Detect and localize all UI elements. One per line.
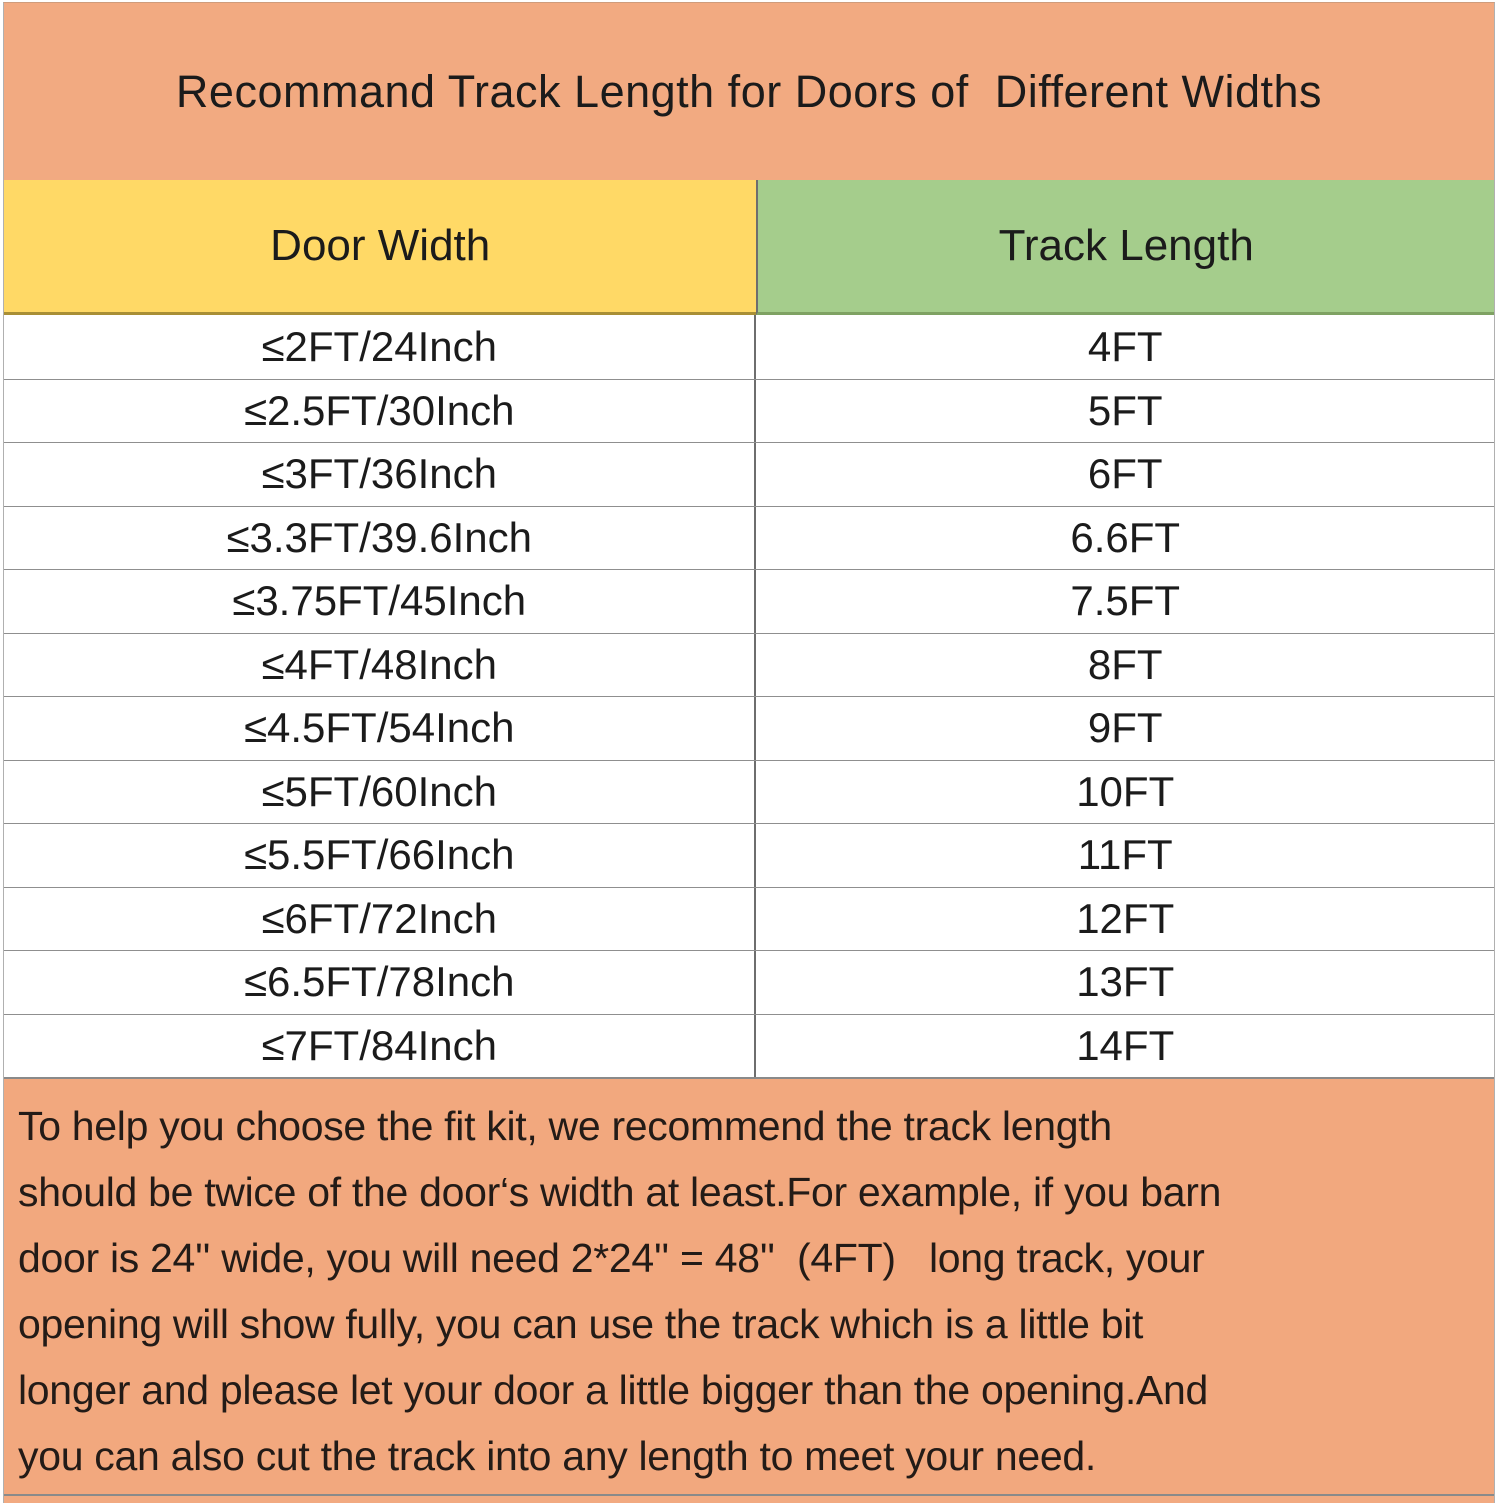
track-length-cell: 11FT <box>1077 831 1173 879</box>
track-length-cell: 4FT <box>1087 322 1163 370</box>
table-row: ≤4FT/48Inch 8FT <box>4 632 1494 696</box>
door-width-cell: ≤4FT/48Inch <box>4 633 757 696</box>
door-width-cell: ≤5FT/60Inch <box>4 760 757 823</box>
track-length-cell: 12FT <box>1076 894 1175 942</box>
door-width-cell: ≤3.3FT/39.6Inch <box>4 506 757 569</box>
note-text: To help you choose the fit kit, we recom… <box>18 1103 1222 1479</box>
door-width-cell: ≤6FT/72Inch <box>4 887 757 950</box>
table-body: ≤2FT/24Inch 4FT ≤2.5FT/30Inch 5FT ≤3FT/3… <box>4 315 1494 1077</box>
track-length-infographic: Recommand Track Length for Doors of Diff… <box>3 2 1495 1503</box>
door-width-cell: ≤6.5FT/78Inch <box>4 951 757 1014</box>
table-row: ≤3FT/36Inch 6FT <box>4 442 1494 506</box>
door-width-cell: ≤2FT/24Inch <box>4 315 757 379</box>
chart-title: Recommand Track Length for Doors of Diff… <box>175 65 1323 117</box>
table-row: ≤5.5FT/66Inch 11FT <box>4 823 1494 887</box>
track-length-cell: 9FT <box>1087 704 1163 752</box>
column-header-door-width: Door Width <box>4 180 757 315</box>
door-width-cell: ≤4.5FT/54Inch <box>4 697 757 760</box>
column-header-track-length: Track Length <box>756 180 1494 315</box>
next-section-strip <box>4 1494 1494 1503</box>
table-row: ≤4.5FT/54Inch 9FT <box>4 696 1494 760</box>
title-banner: Recommand Track Length for Doors of Diff… <box>4 3 1494 180</box>
door-width-cell: ≤3FT/36Inch <box>4 443 757 506</box>
table-row: ≤2.5FT/30Inch 5FT <box>4 378 1494 442</box>
table-row: ≤5FT/60Inch 10FT <box>4 759 1494 823</box>
table-row: ≤6.5FT/78Inch 13FT <box>4 950 1494 1014</box>
track-length-cell: 14FT <box>1076 1021 1175 1069</box>
track-length-cell: 7.5FT <box>1070 577 1181 625</box>
track-length-cell: 6FT <box>1087 450 1163 498</box>
door-width-cell: ≤7FT/84Inch <box>4 1014 757 1077</box>
table-header-row: Door Width Track Length <box>4 180 1494 315</box>
note-block: To help you choose the fit kit, we recom… <box>4 1077 1494 1494</box>
table-row: ≤3.3FT/39.6Inch 6.6FT <box>4 505 1494 569</box>
door-width-cell: ≤2.5FT/30Inch <box>4 379 757 442</box>
track-length-cell: 13FT <box>1076 958 1175 1006</box>
table-row: ≤2FT/24Inch 4FT <box>4 315 1494 379</box>
door-width-cell: ≤5.5FT/66Inch <box>4 824 757 887</box>
table-row: ≤7FT/84Inch 14FT <box>4 1013 1494 1077</box>
track-length-cell: 8FT <box>1087 640 1163 688</box>
table-row: ≤6FT/72Inch 12FT <box>4 886 1494 950</box>
track-length-cell: 5FT <box>1087 386 1163 434</box>
track-length-cell: 10FT <box>1076 767 1175 815</box>
door-width-cell: ≤3.75FT/45Inch <box>4 570 757 633</box>
track-length-cell: 6.6FT <box>1070 513 1181 561</box>
table-row: ≤3.75FT/45Inch 7.5FT <box>4 569 1494 633</box>
